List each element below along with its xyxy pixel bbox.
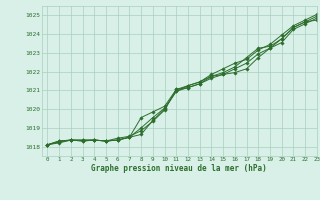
X-axis label: Graphe pression niveau de la mer (hPa): Graphe pression niveau de la mer (hPa) (91, 164, 267, 173)
